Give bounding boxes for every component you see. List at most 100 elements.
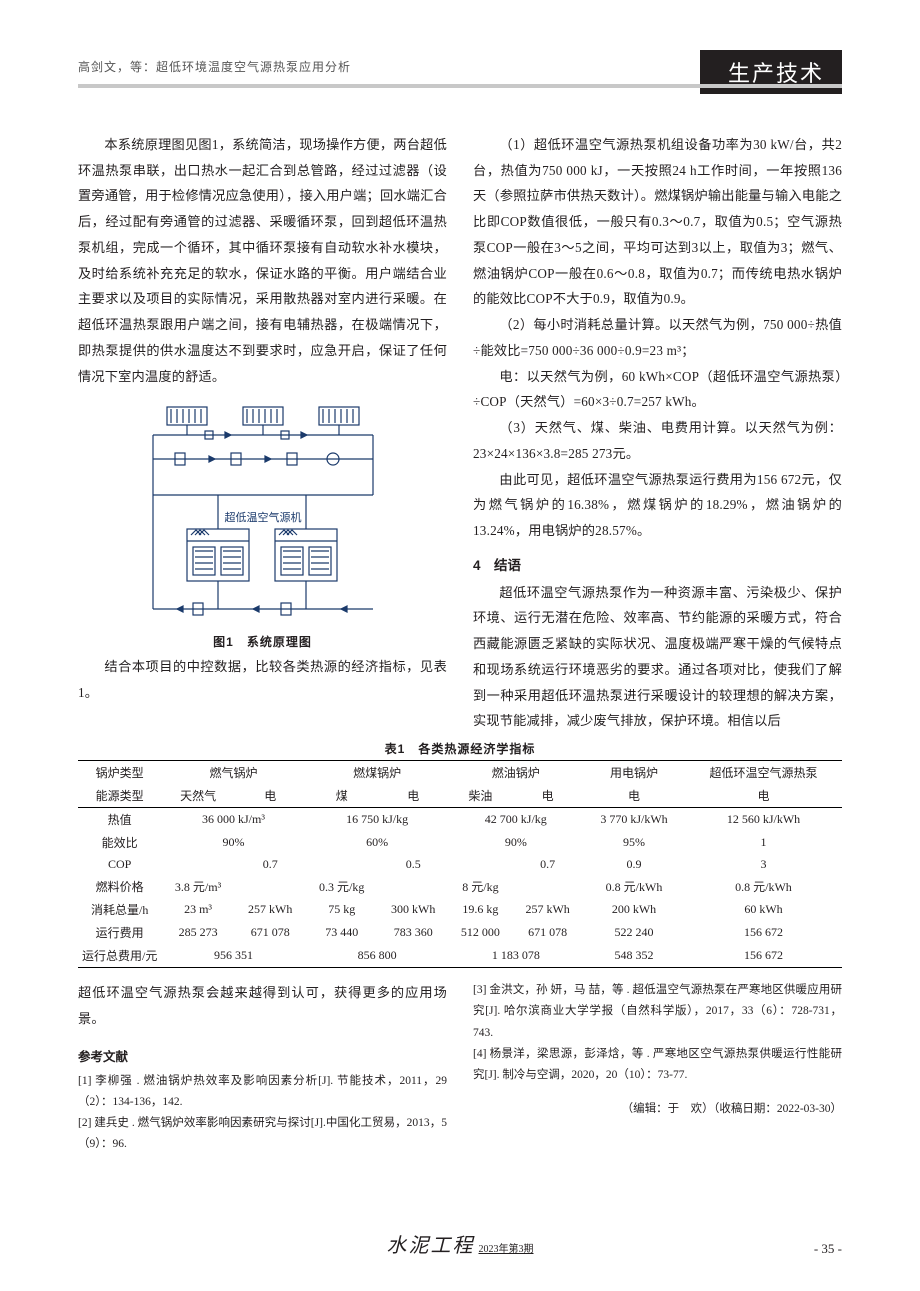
table-1-title: 表1 各类热源经济学指标: [78, 740, 842, 757]
right-para-4: （3）天然气、煤、柴油、电费用计算。以天然气为例：23×24×136×3.8=2…: [473, 415, 842, 466]
ref-1: [1] 李柳强 . 燃油锅炉热效率及影响因素分析[J]. 节能技术，2011，2…: [78, 1071, 447, 1114]
table-cell: 36 000 kJ/m³: [161, 808, 305, 832]
table-cell: 12 560 kJ/kWh: [685, 808, 842, 832]
table-header2-cell: 电: [685, 784, 842, 808]
editor-line: （编辑：于 欢）（收稿日期：2022-03-30）: [473, 1100, 842, 1116]
table-cell: 60 kWh: [685, 898, 842, 921]
table-header1-cell: 锅炉类型: [78, 761, 161, 785]
table-header2-cell: 电: [235, 784, 306, 808]
table-cell: 0.8 元/kWh: [583, 875, 685, 898]
table-header2-cell: 电: [583, 784, 685, 808]
table-cell: 3 770 kJ/kWh: [583, 808, 685, 832]
table-cell: 0.8 元/kWh: [685, 875, 842, 898]
table-cell: [512, 875, 583, 898]
table-row-label: 运行总费用/元: [78, 944, 161, 968]
table-cell: [161, 854, 234, 875]
table-header1-cell: 燃煤锅炉: [306, 761, 449, 785]
table-cell: 156 672: [685, 921, 842, 944]
table-1-wrap: 表1 各类热源经济学指标 锅炉类型燃气锅炉燃煤锅炉燃油锅炉用电锅炉超低环温空气源…: [78, 740, 842, 968]
table-cell: 285 273: [161, 921, 234, 944]
table-header2-cell: 电: [512, 784, 583, 808]
left-column: 本系统原理图见图1，系统简洁，现场操作方便，两台超低环温热泵串联，出口热水一起汇…: [78, 132, 447, 734]
table-cell: 522 240: [583, 921, 685, 944]
table-cell: 783 360: [378, 921, 449, 944]
footer-journal: 水泥工程 2023年第3期: [387, 1229, 534, 1258]
table-cell: 42 700 kJ/kg: [449, 808, 583, 832]
footer-pageno: - 35 -: [814, 1241, 842, 1257]
table-cell: 1: [685, 831, 842, 854]
right-para-1: （1）超低环温空气源热泵机组设备功率为30 kW/台，共2台，热值为750 00…: [473, 132, 842, 312]
table-cell: 671 078: [512, 921, 583, 944]
table-cell: 0.7: [512, 854, 583, 875]
running-title: 高剑文，等：超低环境温度空气源热泵应用分析: [78, 58, 351, 75]
table-header1-cell: 超低环温空气源热泵: [685, 761, 842, 785]
ref-4: [4] 杨景洋，梁思源，彭泽焓，等 . 严寒地区空气源热泵供暖运行性能研究[J]…: [473, 1044, 842, 1087]
table-cell: 257 kWh: [235, 898, 306, 921]
table-cell: 95%: [583, 831, 685, 854]
page-header: 高剑文，等：超低环境温度空气源热泵应用分析 生产技术: [78, 56, 842, 98]
table-cell: 257 kWh: [512, 898, 583, 921]
system-diagram-svg: 超低温空气源机: [133, 399, 393, 629]
table-row-label: 运行费用: [78, 921, 161, 944]
left-para-2: 结合本项目的中控数据，比较各类热源的经济指标，见表1。: [78, 654, 447, 705]
figure-1: 超低温空气源机 图1 系统原理图: [78, 399, 447, 650]
table-cell: 8 元/kg: [449, 875, 513, 898]
table-cell: 16 750 kJ/kg: [306, 808, 449, 832]
table-cell: 3.8 元/m³: [161, 875, 234, 898]
page-footer: 水泥工程 2023年第3期 - 35 -: [78, 1229, 842, 1257]
table-row-label: 热值: [78, 808, 161, 832]
table-header1-cell: 用电锅炉: [583, 761, 685, 785]
table-row-label: 消耗总量/h: [78, 898, 161, 921]
table-cell: [306, 854, 378, 875]
table-cell: 73 440: [306, 921, 378, 944]
ref-2: [2] 建兵史 . 燃气锅炉效率影响因素研究与探讨[J].中国化工贸易，2013…: [78, 1113, 447, 1156]
table-cell: 0.5: [378, 854, 449, 875]
table-cell: 956 351: [161, 944, 305, 968]
table-row-label: 燃料价格: [78, 875, 161, 898]
table-header1-cell: 燃油锅炉: [449, 761, 583, 785]
table-cell: 512 000: [449, 921, 513, 944]
table-cell: 548 352: [583, 944, 685, 968]
right-para-5: 由此可见，超低环温空气源热泵运行费用为156 672元，仅为燃气锅炉的16.38…: [473, 467, 842, 544]
after-table-columns: 超低环温空气源热泵会越来越得到认可，获得更多的应用场景。 参考文献 [1] 李柳…: [78, 980, 842, 1156]
after-left: 超低环温空气源热泵会越来越得到认可，获得更多的应用场景。 参考文献 [1] 李柳…: [78, 980, 447, 1156]
ref-3: [3] 金洪文，孙 妍，马 喆，等 . 超低温空气源热泵在严寒地区供暖应用研究[…: [473, 980, 842, 1044]
table-cell: 300 kWh: [378, 898, 449, 921]
table-cell: 200 kWh: [583, 898, 685, 921]
table-cell: 0.3 元/kg: [306, 875, 378, 898]
table-header1-cell: 燃气锅炉: [161, 761, 305, 785]
table-row-label: 能效比: [78, 831, 161, 854]
after-left-p1: 超低环温空气源热泵会越来越得到认可，获得更多的应用场景。: [78, 980, 447, 1031]
table-cell: 90%: [449, 831, 583, 854]
table-cell: 75 kg: [306, 898, 378, 921]
table-header2-cell: 煤: [306, 784, 378, 808]
right-para-6: 超低环温空气源热泵作为一种资源丰富、污染极少、保护环境、运行无潜在危险、效率高、…: [473, 580, 842, 734]
figure-1-caption: 图1 系统原理图: [78, 633, 447, 650]
main-columns: 本系统原理图见图1，系统简洁，现场操作方便，两台超低环温热泵串联，出口热水一起汇…: [78, 132, 842, 734]
table-cell: 856 800: [306, 944, 449, 968]
after-right: [3] 金洪文，孙 妍，马 喆，等 . 超低温空气源热泵在严寒地区供暖应用研究[…: [473, 980, 842, 1156]
table-cell: 671 078: [235, 921, 306, 944]
table-cell: 90%: [161, 831, 305, 854]
table-cell: [449, 854, 513, 875]
table-header2-cell: 柴油: [449, 784, 513, 808]
section-4-heading: 4 结语: [473, 554, 842, 574]
left-para-1: 本系统原理图见图1，系统简洁，现场操作方便，两台超低环温热泵串联，出口热水一起汇…: [78, 132, 447, 389]
table-cell: 0.9: [583, 854, 685, 875]
right-para-2: （2）每小时消耗总量计算。以天然气为例，750 000÷热值÷能效比=750 0…: [473, 312, 842, 363]
table-cell: [235, 875, 306, 898]
right-column: （1）超低环温空气源热泵机组设备功率为30 kW/台，共2台，热值为750 00…: [473, 132, 842, 734]
table-row-label: COP: [78, 854, 161, 875]
table-header2-cell: 天然气: [161, 784, 234, 808]
table-cell: 19.6 kg: [449, 898, 513, 921]
table-cell: 60%: [306, 831, 449, 854]
footer-issue: 2023年第3期: [479, 1244, 534, 1255]
table-cell: 3: [685, 854, 842, 875]
table-1: 锅炉类型燃气锅炉燃煤锅炉燃油锅炉用电锅炉超低环温空气源热泵能源类型天然气电煤电柴…: [78, 760, 842, 968]
refs-heading: 参考文献: [78, 1046, 447, 1065]
table-cell: [378, 875, 449, 898]
table-cell: 0.7: [235, 854, 306, 875]
journal-name: 水泥工程: [387, 1235, 475, 1257]
table-cell: 1 183 078: [449, 944, 583, 968]
table-header2-cell: 电: [378, 784, 449, 808]
